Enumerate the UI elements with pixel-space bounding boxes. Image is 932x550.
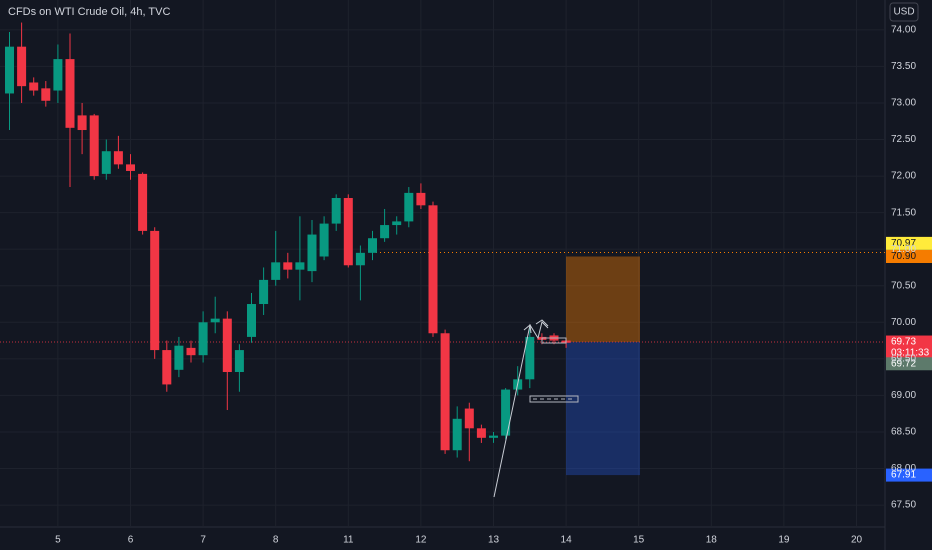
x-tick-label: 13 bbox=[488, 535, 500, 546]
x-tick-label: 7 bbox=[200, 535, 206, 546]
candle-body bbox=[501, 389, 511, 436]
y-tick-label: 68.50 bbox=[891, 427, 916, 438]
y-tick-label: 74.00 bbox=[891, 24, 916, 35]
price-label-box bbox=[886, 249, 932, 263]
candle-body bbox=[77, 115, 87, 131]
candle-body bbox=[234, 350, 244, 373]
candle-body bbox=[380, 225, 390, 239]
x-tick-label: 8 bbox=[273, 535, 279, 546]
candle-body bbox=[5, 46, 14, 94]
candle-body bbox=[198, 322, 208, 356]
x-tick-label: 6 bbox=[128, 535, 134, 546]
x-tick-label: 5 bbox=[55, 535, 61, 546]
candle-body bbox=[89, 115, 99, 177]
trend-drawing bbox=[493, 321, 549, 498]
candle-body bbox=[525, 336, 535, 380]
candle-body bbox=[41, 88, 51, 101]
candle-body bbox=[392, 221, 402, 226]
price-label: 70.90 bbox=[891, 251, 916, 262]
candle-body bbox=[355, 252, 365, 266]
y-tick-label: 69.00 bbox=[891, 390, 916, 401]
y-tick-label: 68.00 bbox=[891, 463, 916, 474]
range-marker bbox=[541, 337, 567, 344]
candle-body bbox=[138, 173, 148, 231]
candle-body bbox=[259, 279, 269, 305]
y-tick-label: 73.00 bbox=[891, 98, 916, 109]
range-marker bbox=[529, 395, 579, 403]
target-zone bbox=[566, 256, 640, 343]
candle-body bbox=[186, 347, 196, 356]
candle-body bbox=[343, 198, 353, 266]
price-label-box bbox=[886, 236, 932, 250]
arrow-head bbox=[535, 319, 549, 327]
candle-body bbox=[319, 223, 329, 257]
y-tick-label: 71.00 bbox=[891, 244, 916, 255]
arrow-head bbox=[523, 324, 532, 334]
drawings bbox=[493, 319, 579, 498]
price-label-box bbox=[886, 468, 932, 482]
candle-body bbox=[404, 192, 414, 222]
candle-body bbox=[65, 59, 75, 128]
x-tick-label: 14 bbox=[561, 535, 573, 546]
candle-body bbox=[210, 318, 220, 323]
currency-box bbox=[889, 2, 919, 22]
candle-body bbox=[271, 262, 281, 280]
candle-body bbox=[295, 262, 305, 270]
currency: USD bbox=[893, 7, 914, 18]
y-tick-label: 72.50 bbox=[891, 134, 916, 145]
candle-body bbox=[307, 234, 317, 272]
countdown: 03:11:33 bbox=[891, 348, 930, 359]
candle-body bbox=[464, 408, 474, 429]
candle-body bbox=[416, 192, 426, 206]
price-label: 70.97 bbox=[891, 238, 916, 249]
stop-zone bbox=[566, 342, 640, 476]
candle-body bbox=[440, 333, 450, 451]
candle-body bbox=[174, 345, 184, 370]
y-tick-label: 67.50 bbox=[891, 500, 916, 511]
y-tick-label: 69.50 bbox=[891, 353, 916, 364]
y-tick-label: 71.50 bbox=[891, 207, 916, 218]
chart-title: CFDs on WTI Crude Oil, 4h, TVC bbox=[8, 6, 170, 18]
candle-body bbox=[222, 318, 232, 373]
candle-body bbox=[113, 151, 123, 165]
candle-body bbox=[29, 82, 39, 91]
price-label: 69.72 bbox=[891, 358, 916, 369]
candle-body bbox=[101, 151, 111, 174]
candles bbox=[5, 22, 571, 462]
y-tick-label: 72.00 bbox=[891, 171, 916, 182]
x-tick-label: 15 bbox=[633, 535, 645, 546]
x-tick-label: 11 bbox=[343, 535, 354, 546]
candle-body bbox=[247, 304, 256, 337]
x-tick-label: 19 bbox=[778, 535, 790, 546]
candle-body bbox=[150, 230, 160, 351]
price-label-box bbox=[886, 335, 932, 360]
candle-body bbox=[331, 198, 341, 224]
candle-body bbox=[126, 164, 135, 171]
candle-body bbox=[428, 205, 438, 334]
price-label: 69.73 bbox=[891, 337, 916, 348]
candle-body bbox=[283, 262, 293, 270]
candle-body bbox=[489, 435, 498, 438]
price-label-box bbox=[886, 357, 932, 371]
position-tool bbox=[0, 251, 885, 476]
candle-body bbox=[162, 350, 172, 385]
candle-body bbox=[476, 428, 486, 438]
y-tick-label: 70.50 bbox=[891, 280, 916, 291]
y-tick-label: 73.50 bbox=[891, 61, 916, 72]
candle-body bbox=[53, 59, 63, 91]
candle-body bbox=[368, 238, 377, 253]
x-tick-label: 18 bbox=[706, 535, 718, 546]
y-tick-label: 70.00 bbox=[891, 317, 916, 328]
candle-body bbox=[452, 418, 462, 451]
x-tick-label: 12 bbox=[415, 535, 427, 546]
price-label: 67.91 bbox=[891, 470, 916, 481]
x-tick-label: 20 bbox=[851, 535, 863, 546]
candle-body bbox=[17, 46, 27, 87]
